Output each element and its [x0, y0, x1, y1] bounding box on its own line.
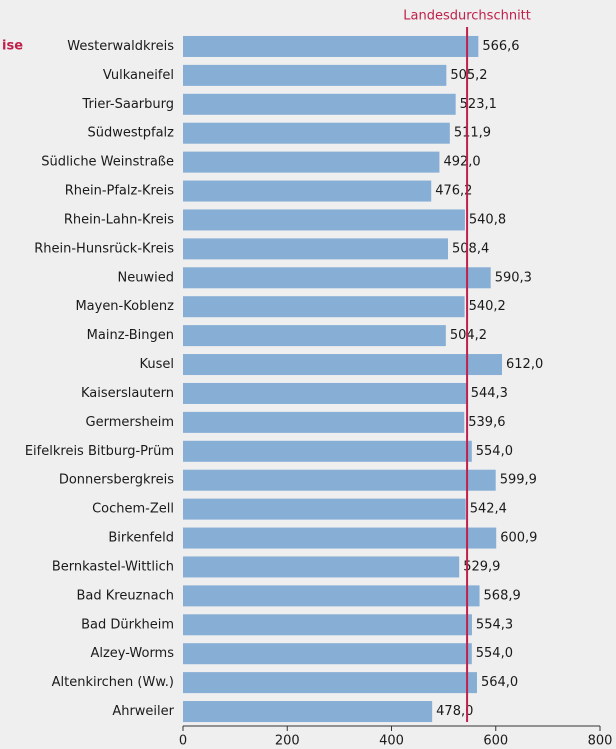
category-label: Ahrweiler: [112, 704, 174, 719]
bar: [183, 64, 447, 86]
x-tick-label: 400: [379, 734, 404, 749]
category-label: Altenkirchen (Ww.): [52, 675, 174, 690]
category-label: Rhein-Lahn-Kreis: [64, 212, 174, 227]
x-tick-label: 600: [483, 734, 508, 749]
bar: [183, 498, 466, 520]
category-label: Mainz-Bingen: [87, 328, 174, 343]
category-label: Eifelkreis Bitburg-Prüm: [25, 444, 174, 459]
x-tick-label: 200: [275, 734, 300, 749]
value-label: 566,6: [482, 39, 519, 54]
value-label: 540,2: [469, 299, 506, 314]
bar: [183, 151, 440, 173]
bar: [183, 411, 465, 433]
category-label: Vulkaneifel: [103, 68, 174, 83]
bar: [183, 238, 449, 260]
category-label: Kaiserslautern: [81, 386, 174, 401]
category-label: Germersheim: [86, 415, 174, 430]
bar: [183, 267, 491, 289]
bar: [183, 701, 433, 723]
value-label: 505,2: [450, 68, 487, 83]
bar: [183, 672, 477, 694]
bar: [183, 614, 472, 636]
bar: [183, 643, 472, 665]
bar: [183, 122, 450, 144]
category-label: Westerwaldkreis: [67, 39, 174, 54]
value-label: 568,9: [484, 588, 521, 603]
bar: [183, 325, 446, 347]
bar: [183, 585, 480, 607]
value-label: 564,0: [481, 675, 518, 690]
category-label: Rhein-Hunsrück-Kreis: [34, 241, 174, 256]
bar: [183, 93, 456, 115]
value-label: 554,0: [476, 444, 513, 459]
value-label: 554,3: [476, 617, 513, 632]
category-label: Donnersbergkreis: [59, 473, 174, 488]
bar: [183, 469, 496, 491]
value-label: 544,3: [471, 386, 508, 401]
category-label: Südwestpfalz: [88, 126, 175, 141]
bar: [183, 180, 432, 202]
value-label: 540,8: [469, 212, 506, 227]
category-label: Trier-Saarburg: [81, 97, 174, 112]
category-label: Birkenfeld: [108, 531, 174, 546]
value-label: 600,9: [500, 531, 537, 546]
category-label: Bad Dürkheim: [81, 617, 174, 632]
bar: [183, 440, 472, 462]
bar: [183, 527, 497, 549]
value-label: 523,1: [460, 97, 497, 112]
reference-label: Landesdurchschnitt: [403, 9, 531, 24]
bar: [183, 35, 479, 57]
category-label: Rhein-Pfalz-Kreis: [65, 184, 175, 199]
category-label: Neuwied: [118, 270, 174, 285]
value-label: 492,0: [443, 155, 480, 170]
value-label: 504,2: [450, 328, 487, 343]
annotation: ise: [2, 39, 23, 54]
category-label: Alzey-Worms: [90, 646, 174, 661]
category-label: Südliche Weinstraße: [41, 155, 174, 170]
bar: [183, 296, 465, 318]
category-label: Bernkastel-Wittlich: [52, 559, 174, 574]
category-label: Bad Kreuznach: [76, 588, 174, 603]
value-label: 599,9: [500, 473, 537, 488]
bar: [183, 556, 460, 578]
value-label: 612,0: [506, 357, 543, 372]
bar: [183, 382, 467, 404]
value-label: 476,2: [435, 184, 472, 199]
x-tick-label: 0: [179, 734, 187, 749]
category-label: Cochem-Zell: [92, 502, 174, 517]
category-label: Mayen-Koblenz: [75, 299, 174, 314]
value-label: 590,3: [495, 270, 532, 285]
value-label: 478,0: [436, 704, 473, 719]
value-label: 542,4: [470, 502, 507, 517]
value-label: 508,4: [452, 241, 489, 256]
x-tick-label: 800: [588, 734, 613, 749]
value-label: 511,9: [454, 126, 491, 141]
value-label: 554,0: [476, 646, 513, 661]
value-label: 529,9: [463, 559, 500, 574]
value-label: 539,6: [468, 415, 505, 430]
bar: [183, 354, 503, 376]
category-label: Kusel: [140, 357, 175, 372]
bar: [183, 209, 465, 231]
